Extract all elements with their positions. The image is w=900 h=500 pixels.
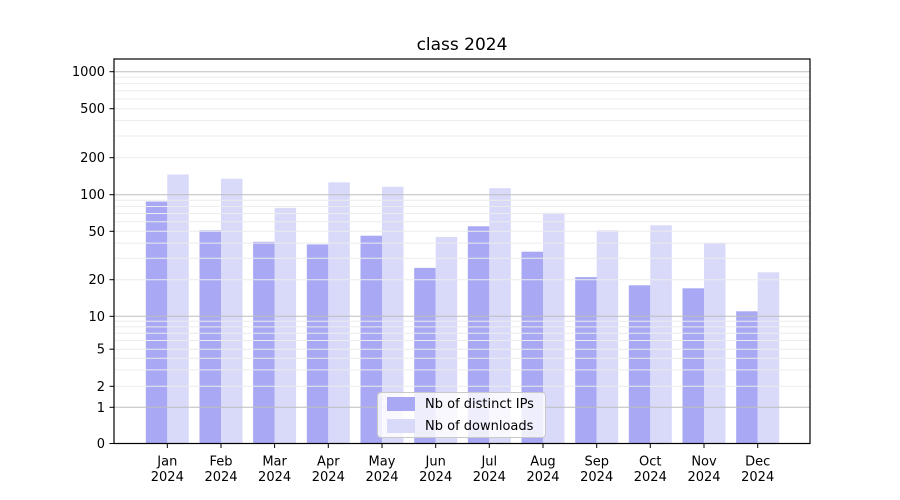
x-tick-label-year: 2024 [473,470,506,485]
x-tick-label-year: 2024 [151,470,184,485]
y-tick-label: 50 [88,225,105,240]
legend-label-distinct-ips: Nb of distinct IPs [425,396,534,412]
x-tick-label-year: 2024 [741,470,774,485]
plot-border [113,58,811,445]
bar-distinct-ips-apr [306,244,329,444]
x-tick-label-year: 2024 [204,470,237,485]
bar-downloads-nov [704,243,726,444]
bar-distinct-ips-dec [736,311,758,444]
x-tick-label-month: Oct [639,455,661,470]
bar-downloads-may [382,186,404,444]
x-tick-label-month: Mar [262,455,287,470]
x-tick-label-year: 2024 [365,470,398,485]
legend-item-distinct-ips: Nb of distinct IPs [387,397,545,412]
x-tick-label-month: Jan [156,455,177,470]
bar-distinct-ips-jul [467,226,490,444]
legend: Nb of distinct IPs Nb of downloads [377,392,546,438]
y-tick-label: 5 [97,343,105,358]
bar-distinct-ips-oct [628,285,651,444]
x-tick-label-month: Jun [425,455,446,470]
legend-item-downloads: Nb of downloads [387,419,545,434]
y-tick-label: 2 [97,380,105,395]
bar-downloads-sep [596,230,619,444]
y-tick-label: 200 [80,151,105,166]
x-tick-label-month: Aug [530,455,555,470]
chart-title: class 2024 [416,35,508,55]
x-tick-label-month: Dec [745,455,770,470]
bar-distinct-ips-may [360,235,382,444]
legend-swatch-distinct-ips [387,397,415,411]
x-tick-label-year: 2024 [258,470,291,485]
bar-downloads-aug [543,212,565,444]
legend-label-downloads: Nb of downloads [425,418,534,434]
y-tick-label: 500 [80,102,105,117]
x-tick-label-year: 2024 [687,470,720,485]
bar-downloads-feb [221,178,243,444]
y-tick-label: 1000 [72,65,105,80]
x-tick-label-month: May [369,455,396,470]
x-tick-label-month: Feb [209,455,232,470]
x-tick-label-year: 2024 [526,470,559,485]
y-tick-label: 20 [88,273,105,288]
x-tick-label-year: 2024 [634,470,667,485]
x-tick-label-year: 2024 [419,470,452,485]
bar-downloads-apr [328,182,350,444]
bar-distinct-ips-jan [145,201,168,444]
y-tick-label: 0 [97,437,105,452]
bar-distinct-ips-sep [575,277,597,444]
legend-swatch-downloads [387,419,415,433]
bar-distinct-ips-mar [253,241,275,444]
bar-distinct-ips-feb [199,230,221,444]
bar-distinct-ips-nov [682,288,704,444]
x-tick-label-year: 2024 [580,470,613,485]
y-tick-label: 100 [80,188,105,203]
bar-downloads-jan [167,174,189,444]
x-tick-label-month: Sep [584,455,609,470]
x-tick-label-month: Apr [317,455,340,470]
bar-downloads-mar [274,207,297,444]
x-tick-label-year: 2024 [312,470,345,485]
y-tick-label: 10 [88,310,105,325]
x-tick-label-month: Jul [480,455,497,470]
y-tick-label: 1 [97,401,105,416]
x-tick-label-month: Nov [691,455,717,470]
